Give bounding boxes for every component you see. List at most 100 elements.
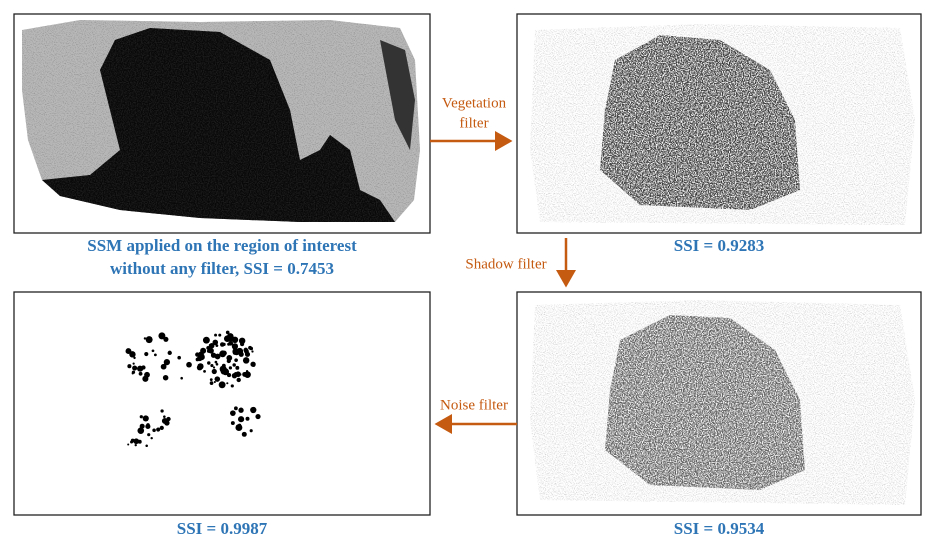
speck <box>222 383 224 385</box>
speck <box>212 369 217 374</box>
speck <box>216 363 219 366</box>
speck <box>133 438 139 444</box>
caption: SSI = 0.9283 <box>674 236 764 255</box>
speck <box>252 364 255 367</box>
speck <box>145 424 150 429</box>
speck <box>140 424 145 429</box>
speck <box>247 373 250 376</box>
speck <box>207 361 210 364</box>
speck <box>245 352 250 357</box>
speck <box>203 370 206 373</box>
speck <box>229 366 232 369</box>
speck <box>186 362 192 368</box>
speck <box>143 415 149 421</box>
speck <box>222 364 226 368</box>
speck <box>210 364 213 367</box>
speck <box>147 433 150 436</box>
speck <box>144 352 148 356</box>
speck <box>135 444 137 446</box>
caption: SSM applied on the region of interest <box>87 236 357 255</box>
speck <box>250 407 256 413</box>
speck <box>150 437 152 439</box>
caption: without any filter, SSI = 0.7453 <box>110 259 334 278</box>
speck <box>248 346 252 350</box>
speck <box>145 444 148 447</box>
speck <box>237 378 241 382</box>
speck <box>132 365 137 370</box>
arrow-shadow: Shadow filter <box>465 238 566 285</box>
speck <box>246 417 250 421</box>
speck <box>164 362 167 365</box>
speck <box>168 351 172 355</box>
speck <box>211 353 214 356</box>
speck <box>133 363 135 365</box>
speck <box>238 416 244 422</box>
speck <box>158 332 165 339</box>
arrow-vegetation: Vegetation filter <box>430 95 510 141</box>
speck <box>162 418 168 424</box>
speck <box>139 366 141 368</box>
speck <box>235 424 242 431</box>
arrow-noise: Noise filter <box>437 397 517 424</box>
speck <box>142 376 148 382</box>
speck <box>132 372 134 374</box>
speck <box>243 348 248 353</box>
speck <box>160 426 164 430</box>
caption: SSI = 0.9534 <box>674 519 765 538</box>
page: SSM applied on the region of interest wi… <box>0 0 926 540</box>
speck <box>226 382 228 384</box>
diagram: SSM applied on the region of interest wi… <box>0 0 926 540</box>
speck <box>218 334 221 337</box>
speck <box>196 358 200 362</box>
speck <box>214 334 217 337</box>
panel-frame <box>14 292 430 515</box>
speck <box>250 429 253 432</box>
panel-2: SSI = 0.9283 <box>517 14 921 255</box>
panel-1: SSM applied on the region of interest wi… <box>14 14 430 278</box>
speck <box>213 366 215 368</box>
speck <box>210 381 214 385</box>
speck <box>203 337 210 344</box>
speck <box>242 372 247 377</box>
speck <box>146 336 153 343</box>
speck <box>242 432 247 437</box>
speck <box>230 410 236 416</box>
speck <box>207 349 210 352</box>
speck <box>212 340 218 346</box>
speck <box>177 356 181 360</box>
panel-4: SSI = 0.9987 <box>14 292 430 538</box>
speck <box>127 364 131 368</box>
speck <box>156 427 160 431</box>
speck <box>127 444 129 446</box>
speck <box>234 406 238 410</box>
speck <box>228 341 233 346</box>
speck <box>219 354 221 356</box>
speck <box>239 338 245 344</box>
speck <box>235 366 239 370</box>
speck <box>215 376 221 382</box>
speck <box>232 373 237 378</box>
arrow-label: filter <box>459 115 488 131</box>
speck <box>140 415 143 418</box>
speck <box>180 377 183 380</box>
speck <box>238 408 243 413</box>
speck <box>210 378 213 381</box>
speck <box>233 350 237 354</box>
speck <box>163 415 166 418</box>
speck <box>227 373 231 377</box>
speck <box>144 337 146 339</box>
speck <box>197 363 203 369</box>
speck <box>232 337 238 343</box>
arrow-label: Vegetation <box>442 95 507 111</box>
speck <box>154 353 157 356</box>
speck <box>243 357 249 363</box>
speck <box>214 381 216 383</box>
speck <box>163 375 168 380</box>
speck <box>222 343 225 346</box>
caption: SSI = 0.9987 <box>177 519 268 538</box>
speck <box>246 370 248 372</box>
speck <box>139 372 143 376</box>
speck <box>198 352 204 358</box>
speck <box>152 429 156 433</box>
speck <box>129 351 135 357</box>
